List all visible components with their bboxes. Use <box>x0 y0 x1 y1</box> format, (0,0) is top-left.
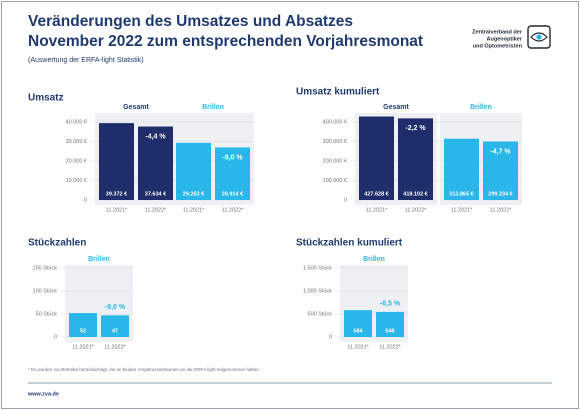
bar <box>483 141 518 200</box>
data-label: 313.865 € <box>449 191 473 197</box>
x-tick-label: 11.2022* <box>379 344 401 350</box>
y-tick-label: 20.000 € <box>66 158 87 164</box>
data-label: 584 <box>353 328 363 334</box>
change-annotation: -8,0 % <box>222 154 243 161</box>
group-name: Brillen <box>88 256 110 263</box>
data-label: 37.634 € <box>145 191 166 197</box>
logo-icon <box>527 25 551 49</box>
y-tick-label: 0 <box>54 334 57 340</box>
panel-title: Stückzahlen kumuliert <box>296 238 403 249</box>
panel-title: Umsatz <box>28 93 64 104</box>
x-tick-label: 11.2022* <box>405 207 427 213</box>
footnote: * Es wurden nur Betriebe berücksichtigt,… <box>28 367 260 372</box>
group-name: Brillen <box>202 104 224 111</box>
title-line: November 2022 zum entsprechenden Vorjahr… <box>28 33 423 50</box>
change-annotation: -6,5 % <box>380 301 401 308</box>
y-tick-label: 50 Stück <box>36 311 58 317</box>
y-tick-label: 40.000 € <box>66 119 87 125</box>
data-label: 299.234 € <box>488 191 512 197</box>
x-tick-label: 11.2022* <box>222 207 244 213</box>
logo-text: Zentralverband der <box>472 29 523 35</box>
bar <box>444 138 479 200</box>
y-tick-label: 0 <box>329 334 332 340</box>
x-tick-label: 11.2021* <box>347 344 369 350</box>
x-tick-label: 11.2021* <box>451 207 473 213</box>
panel-title: Umsatz kumuliert <box>296 87 380 98</box>
y-tick-label: 30.000 € <box>66 139 87 145</box>
y-tick-label: 1.000 Stück <box>303 288 332 294</box>
x-tick-label: 11.2021* <box>183 207 205 213</box>
y-tick-label: 10.000 € <box>66 178 87 184</box>
y-tick-label: 400.000 € <box>323 119 347 125</box>
data-label: 418.102 € <box>403 191 427 197</box>
change-annotation: -9,0 % <box>105 304 126 311</box>
bar <box>344 310 372 337</box>
logo-text: und Optometristen <box>473 43 523 49</box>
bar <box>176 142 211 200</box>
bar <box>69 313 97 337</box>
data-label: 427.628 € <box>364 191 388 197</box>
title-line: Veränderungen des Umsatzes und Absatzes <box>28 13 353 30</box>
x-tick-label: 11.2021* <box>106 207 128 213</box>
subtitle: (Auswertung der ERFA-light Statistik) <box>28 57 144 64</box>
logo-text: Augenoptiker <box>487 36 523 42</box>
y-tick-label: 500 Stück <box>308 311 333 317</box>
x-tick-label: 11.2022* <box>104 344 126 350</box>
data-label: 52 <box>80 328 86 334</box>
data-label: 26.914 € <box>222 191 243 197</box>
group-name: Gesamt <box>123 104 149 111</box>
bar <box>359 116 394 200</box>
bar <box>138 126 173 200</box>
data-label: 546 <box>385 328 394 334</box>
x-tick-label: 11.2021* <box>72 344 94 350</box>
group-name: Gesamt <box>383 104 409 111</box>
y-tick-label: 150 Stück <box>33 265 58 271</box>
y-tick-label: 100.000 € <box>323 178 347 184</box>
x-tick-label: 11.2022* <box>490 207 512 213</box>
data-label: 47 <box>112 328 118 334</box>
y-tick-label: 1.500 Stück <box>303 265 332 271</box>
footer-url: www.zva.de <box>27 391 59 397</box>
bar <box>101 315 129 337</box>
data-label: 29.253 € <box>183 191 204 197</box>
y-tick-label: 300.000 € <box>323 139 347 145</box>
x-tick-label: 11.2021* <box>366 207 388 213</box>
y-tick-label: 200.000 € <box>323 158 347 164</box>
y-tick-label: 0 <box>344 197 347 203</box>
change-annotation: -2,2 % <box>405 125 426 132</box>
y-tick-label: 0 <box>84 197 87 203</box>
x-tick-label: 11.2022* <box>145 207 167 213</box>
bar <box>376 311 404 337</box>
group-name: Brillen <box>470 104 492 111</box>
panel-title: Stückzahlen <box>28 238 86 249</box>
y-tick-label: 100 Stück <box>33 288 58 294</box>
bar <box>215 147 250 200</box>
change-annotation: -4,7 % <box>490 148 511 155</box>
bar <box>398 118 433 200</box>
data-label: 39.372 € <box>106 191 127 197</box>
bar <box>99 123 134 200</box>
change-annotation: -4,4 % <box>145 133 166 140</box>
group-name: Brillen <box>363 256 385 263</box>
